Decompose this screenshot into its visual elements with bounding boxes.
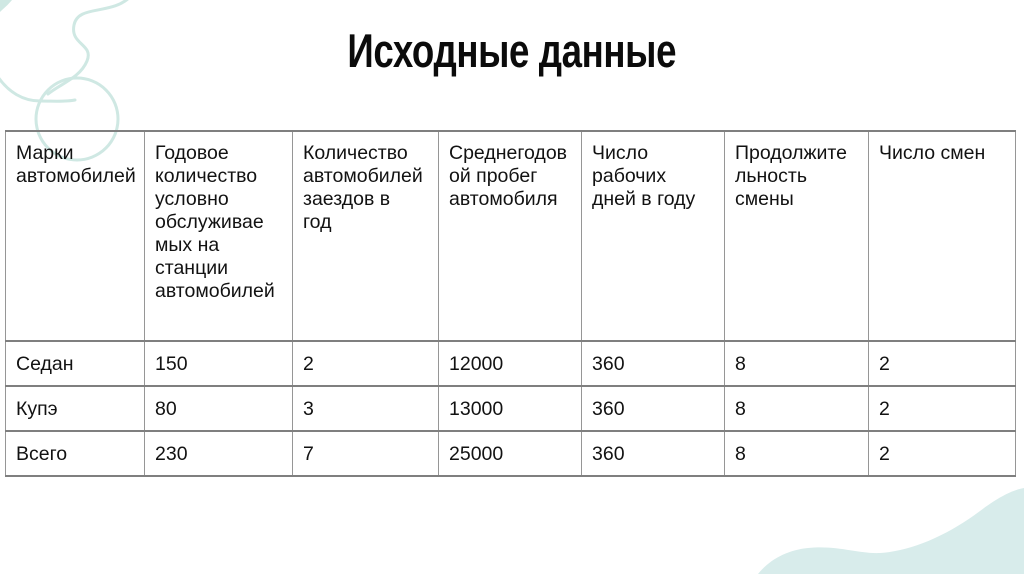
table-cell: 13000 bbox=[438, 385, 582, 432]
page-title-text: Исходные данные bbox=[347, 24, 677, 77]
table-cell: 360 bbox=[581, 430, 725, 477]
table-cell: 150 bbox=[144, 340, 293, 387]
data-table: Марки автомобилей Годовое количество усл… bbox=[5, 130, 1016, 477]
table-cell: 80 bbox=[144, 385, 293, 432]
table-cell: 8 bbox=[724, 430, 869, 477]
header-cell-avg-annual-mileage: Среднегодов ой пробег автомобиля bbox=[438, 130, 582, 342]
table-cell: 2 bbox=[292, 340, 439, 387]
table-cell: 2 bbox=[868, 385, 1016, 432]
table-cell: 230 bbox=[144, 430, 293, 477]
row-label-cell: Седан bbox=[5, 340, 145, 387]
header-cell-shift-count: Число смен bbox=[868, 130, 1016, 342]
header-cell-annual-serviced-count: Годовое количество условно обслуживае мы… bbox=[144, 130, 293, 342]
row-label-cell: Всего bbox=[5, 430, 145, 477]
table-cell: 25000 bbox=[438, 430, 582, 477]
header-cell-car-brands: Марки автомобилей bbox=[5, 130, 145, 342]
table-cell: 8 bbox=[724, 385, 869, 432]
table-cell: 7 bbox=[292, 430, 439, 477]
row-label-cell: Купэ bbox=[5, 385, 145, 432]
page-title: Исходные данные bbox=[0, 26, 1024, 76]
table-cell: 360 bbox=[581, 340, 725, 387]
table-cell: 360 bbox=[581, 385, 725, 432]
header-cell-shift-duration: Продолжите льность смены bbox=[724, 130, 869, 342]
table-cell: 2 bbox=[868, 430, 1016, 477]
table-cell: 12000 bbox=[438, 340, 582, 387]
corner-accent bbox=[0, 0, 12, 12]
table-row-coupe: Купэ 80 3 13000 360 8 2 bbox=[5, 385, 1016, 432]
header-cell-working-days: Число рабочих дней в году bbox=[581, 130, 725, 342]
table-row-sedan: Седан 150 2 12000 360 8 2 bbox=[5, 340, 1016, 387]
header-row: Марки автомобилей Годовое количество усл… bbox=[5, 130, 1016, 342]
table-cell: 3 bbox=[292, 385, 439, 432]
table-cell: 8 bbox=[724, 340, 869, 387]
table-cell: 2 bbox=[868, 340, 1016, 387]
wave-blob bbox=[758, 488, 1024, 574]
table-row-total: Всего 230 7 25000 360 8 2 bbox=[5, 430, 1016, 477]
header-cell-visits-per-year: Количество автомобилей заездов в год bbox=[292, 130, 439, 342]
